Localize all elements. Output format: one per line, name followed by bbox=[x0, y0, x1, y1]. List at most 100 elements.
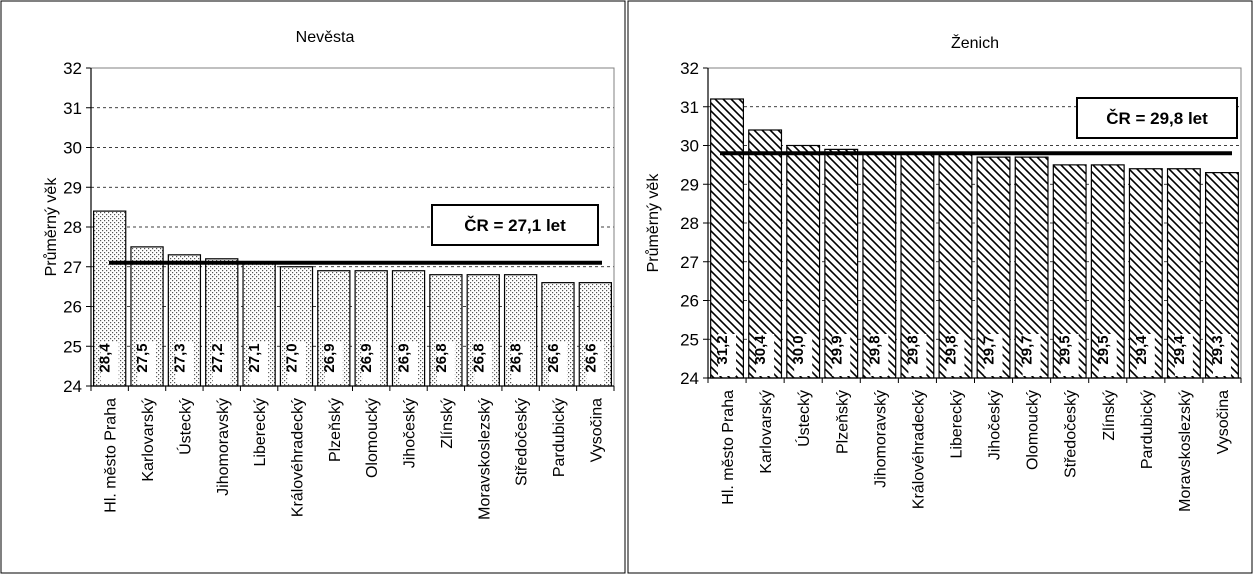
x-tick-label: Ústecký bbox=[175, 398, 194, 455]
data-label: 26,8 bbox=[433, 343, 450, 372]
y-tick-label: 31 bbox=[63, 99, 82, 118]
data-label-bg bbox=[718, 334, 737, 376]
x-tick-label: Středočeský bbox=[514, 398, 531, 486]
x-tick-label: Olomoucký bbox=[1025, 390, 1042, 470]
x-tick-label: Pardubický bbox=[1139, 390, 1156, 469]
data-label: 29,8 bbox=[942, 335, 959, 364]
data-label-bg bbox=[138, 342, 157, 384]
data-label: 27,2 bbox=[209, 343, 226, 372]
x-tick-label: Královéhradecký bbox=[289, 398, 306, 517]
average-annotation: ČR = 29,8 let bbox=[1106, 109, 1208, 128]
x-tick-label: Moravskoslezský bbox=[1177, 390, 1194, 512]
data-label-bg bbox=[548, 342, 567, 384]
chart-groom: Ženich 24 25 26 27 28 29 30 31 32 Průměrný věk 31,2… bbox=[644, 33, 1242, 512]
data-label: 29,7 bbox=[981, 335, 998, 364]
x-tick-label: Pardubický bbox=[551, 398, 568, 477]
bar bbox=[710, 98, 745, 379]
data-label: 29,8 bbox=[904, 335, 921, 364]
data-label-bg bbox=[1060, 334, 1079, 376]
data-label: 26,9 bbox=[396, 343, 413, 372]
y-tick-label: 25 bbox=[680, 330, 699, 349]
y-tick-label: 29 bbox=[63, 178, 82, 197]
data-label-bg bbox=[1098, 334, 1117, 376]
y-tick-label: 25 bbox=[63, 337, 82, 356]
data-label: 27,0 bbox=[283, 343, 300, 372]
data-label-bg bbox=[436, 342, 455, 384]
y-tick-label: 26 bbox=[680, 292, 699, 311]
data-label: 29,5 bbox=[1095, 335, 1112, 364]
y-tick-label: 28 bbox=[63, 218, 82, 237]
x-tick-label: Karlovarský bbox=[140, 398, 157, 482]
y-tick-label: 29 bbox=[680, 175, 699, 194]
data-label-bg bbox=[287, 342, 306, 384]
x-tick-label: Zlínský bbox=[439, 398, 456, 449]
x-tick-label: Plzeňský bbox=[327, 398, 344, 462]
x-tick-label: Liberecký bbox=[252, 398, 269, 466]
data-label: 26,9 bbox=[358, 343, 375, 372]
average-annotation-box bbox=[431, 204, 599, 246]
data-label: 31,2 bbox=[714, 335, 731, 364]
y-tick-label: 32 bbox=[680, 59, 699, 78]
average-annotation: ČR = 27,1 let bbox=[464, 216, 566, 235]
x-tick-label: Karlovarský bbox=[758, 390, 775, 474]
x-tick-label: Královéhradecký bbox=[910, 390, 927, 509]
y-tick-label: 24 bbox=[63, 377, 82, 396]
data-label: 26,8 bbox=[470, 343, 487, 372]
y-tick-label: 28 bbox=[680, 214, 699, 233]
data-label-bg bbox=[100, 342, 119, 384]
data-label: 30,0 bbox=[790, 335, 807, 364]
chart-title: Ženich bbox=[951, 33, 999, 52]
x-tick-label: Jihočeský bbox=[987, 390, 1004, 460]
data-label: 29,8 bbox=[866, 335, 883, 364]
data-label-bg bbox=[212, 342, 231, 384]
average-annotation-box bbox=[1076, 97, 1238, 139]
x-tick-label: Hl. město Praha bbox=[720, 390, 737, 505]
y-tick-label: 31 bbox=[680, 98, 699, 117]
data-label: 29,3 bbox=[1209, 335, 1226, 364]
data-label: 26,8 bbox=[508, 343, 525, 372]
data-label-bg bbox=[474, 342, 493, 384]
x-tick-label: Plzeňský bbox=[834, 390, 851, 454]
x-tick-label: Jihomoravský bbox=[872, 390, 889, 488]
data-label: 27,1 bbox=[246, 343, 263, 372]
chart-bride: Nevěsta 24 25 26 27 28 29 30 31 32 Průměrný věk 28,… bbox=[42, 29, 615, 520]
chart-title: Nevěsta bbox=[296, 29, 355, 46]
data-label: 29,4 bbox=[1171, 335, 1188, 365]
data-label-bg bbox=[908, 334, 927, 376]
y-tick-label: 30 bbox=[680, 137, 699, 156]
x-tick-label: Ústecký bbox=[794, 390, 813, 447]
data-label-bg bbox=[1212, 334, 1231, 376]
data-label: 30,4 bbox=[752, 335, 769, 365]
x-tick-label: Jihočeský bbox=[402, 398, 419, 468]
data-label: 27,3 bbox=[171, 343, 188, 372]
y-axis-label: Průměrný věk bbox=[42, 177, 60, 277]
data-label-bg bbox=[832, 334, 851, 376]
data-label-bg bbox=[250, 342, 269, 384]
data-label-bg bbox=[362, 342, 381, 384]
x-tick-label: Vysočina bbox=[588, 398, 605, 462]
y-tick-label: 24 bbox=[680, 369, 699, 388]
data-label: 29,4 bbox=[1133, 335, 1150, 365]
data-label-bg bbox=[175, 342, 194, 384]
data-label: 29,5 bbox=[1057, 335, 1074, 364]
y-tick-label: 32 bbox=[63, 59, 82, 78]
data-label-bg bbox=[1136, 334, 1155, 376]
x-tick-label: Jihomoravský bbox=[215, 398, 232, 496]
data-label-bg bbox=[794, 334, 813, 376]
data-label-bg bbox=[1022, 334, 1041, 376]
y-tick-label: 26 bbox=[63, 298, 82, 317]
x-tick-label: Moravskoslezský bbox=[476, 398, 493, 520]
data-label-bg bbox=[1174, 334, 1193, 376]
data-label-bg bbox=[324, 342, 343, 384]
data-label-bg bbox=[870, 334, 889, 376]
y-tick-label: 30 bbox=[63, 139, 82, 158]
data-label: 26,9 bbox=[321, 343, 338, 372]
data-label-bg bbox=[756, 334, 775, 376]
data-label-bg bbox=[511, 342, 530, 384]
data-label: 26,6 bbox=[582, 343, 599, 372]
data-label: 29,7 bbox=[1019, 335, 1036, 364]
data-label: 26,6 bbox=[545, 343, 562, 372]
x-tick-label: Liberecký bbox=[948, 390, 965, 458]
data-label-bg bbox=[399, 342, 418, 384]
